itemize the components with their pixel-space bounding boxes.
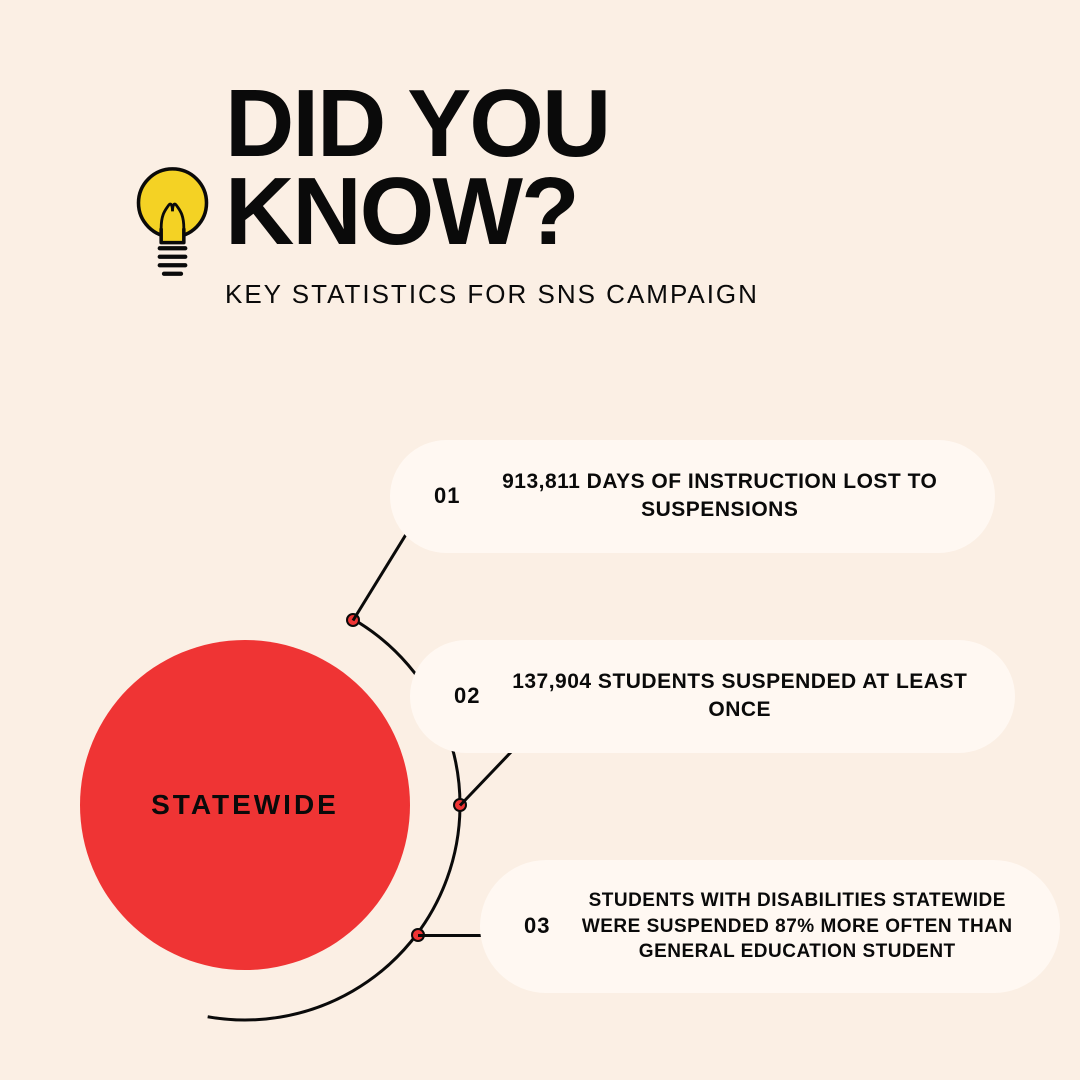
title-line-1: DID YOU <box>225 80 759 168</box>
stat-card-2: 02 137,904 STUDENTS SUSPENDED AT LEAST O… <box>410 640 1015 753</box>
title-block: DID YOU KNOW? KEY STATISTICS FOR SNS CAM… <box>225 80 759 310</box>
header: DID YOU KNOW? KEY STATISTICS FOR SNS CAM… <box>130 80 759 310</box>
stat-card-3: 03 STUDENTS WITH DISABILITIES STATEWIDE … <box>480 860 1060 993</box>
stat-number-2: 02 <box>454 683 480 709</box>
stat-card-1: 01 913,811 DAYS OF INSTRUCTION LOST TO S… <box>390 440 995 553</box>
radial-diagram: STATEWIDE 01 913,811 DAYS OF INSTRUCTION… <box>0 400 1080 1080</box>
stat-text-2: 137,904 STUDENTS SUSPENDED AT LEAST ONCE <box>508 668 971 725</box>
title-line-2: KNOW? <box>225 168 759 256</box>
stat-text-3: STUDENTS WITH DISABILITIES STATEWIDE WER… <box>578 888 1016 965</box>
hub-circle: STATEWIDE <box>80 640 410 970</box>
stat-number-3: 03 <box>524 913 550 939</box>
stat-text-1: 913,811 DAYS OF INSTRUCTION LOST TO SUSP… <box>488 468 951 525</box>
hub-label: STATEWIDE <box>151 789 339 821</box>
stat-number-1: 01 <box>434 483 460 509</box>
subtitle: KEY STATISTICS FOR SNS CAMPAIGN <box>225 279 759 310</box>
lightbulb-icon <box>130 162 215 292</box>
